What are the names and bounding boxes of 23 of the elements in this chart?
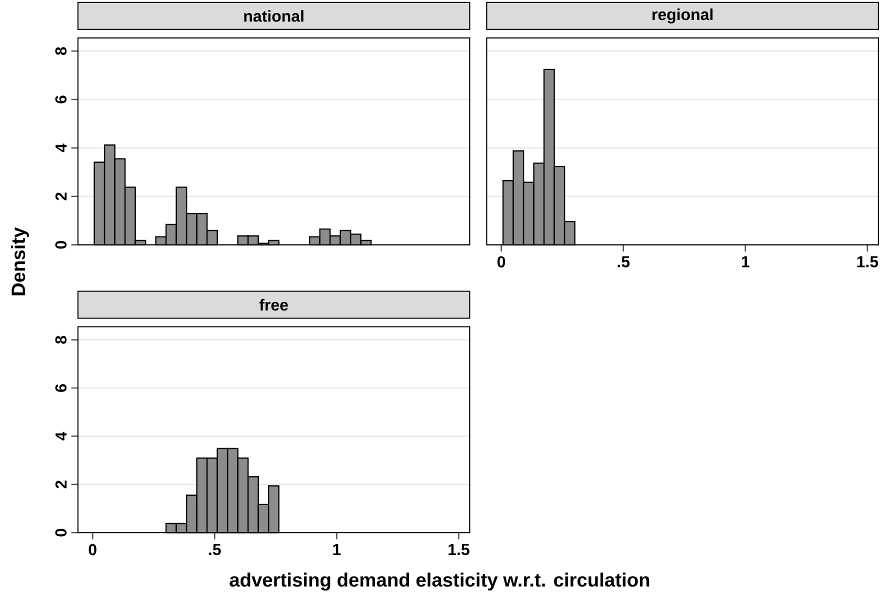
y-tick-label: 2 <box>55 192 67 200</box>
chart-title: national <box>244 10 304 22</box>
y-tick-label: 6 <box>55 96 67 104</box>
y-axis-title: Density <box>11 227 29 296</box>
x-tick-label: .5 <box>618 256 630 268</box>
y-tick-label: 8 <box>55 336 67 344</box>
y-tick-label: 0 <box>55 529 67 537</box>
y-tick-label: 8 <box>55 47 67 56</box>
x-tick-label: 0 <box>498 256 506 268</box>
x-tick-label: 0 <box>88 544 96 556</box>
y-tick-label: 6 <box>55 384 67 392</box>
chart-title: free <box>259 299 288 311</box>
x-tick-label: 1.5 <box>448 544 470 556</box>
x-tick-label: 1 <box>742 256 750 268</box>
y-tick-label: 4 <box>56 144 67 152</box>
x-tick-label: .5 <box>209 544 221 556</box>
chart-title: regional <box>652 8 713 24</box>
x-tick-label: 1 <box>333 544 341 556</box>
y-tick-label: 4 <box>56 432 67 441</box>
y-tick-label: 0 <box>55 241 67 249</box>
y-tick-label: 2 <box>55 480 67 489</box>
x-axis-title: advertising demand elasticity w.r.t. circulation <box>230 572 650 591</box>
x-tick-label: 1.5 <box>857 256 878 268</box>
